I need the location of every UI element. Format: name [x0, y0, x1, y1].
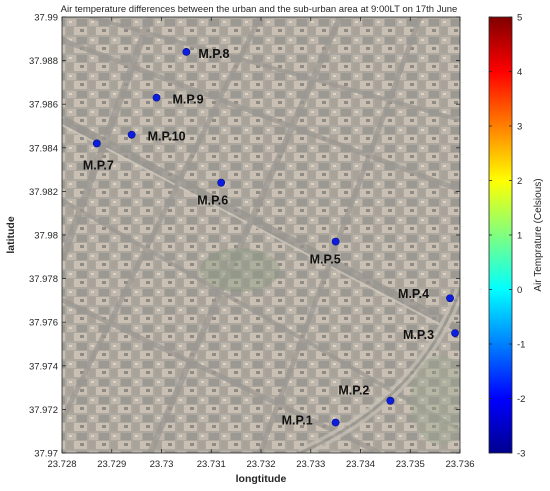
y-tick-label: 37.978 [29, 274, 58, 285]
x-tick-label: 23.73 [150, 459, 174, 470]
y-tick-label: 37.97 [34, 449, 58, 460]
point-label: M.P.8 [198, 47, 229, 61]
y-tick-label: 37.982 [29, 187, 58, 198]
data-point [152, 93, 161, 102]
y-tick-label: 37.974 [29, 361, 58, 372]
colorbar-ticks: 5 4 3 2 1 0 -1 -2 -3 [489, 13, 525, 460]
x-tick-label: 23.729 [97, 459, 126, 470]
colorbar-tick-label: 0 [517, 285, 522, 296]
colorbar-gradient [488, 16, 513, 454]
y-tick-label: 37.984 [29, 143, 58, 154]
data-point [446, 294, 454, 303]
plot-area [62, 17, 460, 453]
point-label: M.P.1 [282, 413, 313, 427]
colorbar-tick-label: -2 [517, 394, 525, 405]
x-tick-label: 23.733 [296, 459, 325, 470]
street-overlay [62, 17, 460, 453]
y-tick-label: 37.98 [34, 231, 58, 242]
colorbar: 5 4 3 2 1 0 -1 -2 -3 Air Temprature (Celsious) [488, 13, 544, 460]
data-point [127, 130, 136, 139]
data-point [386, 396, 395, 405]
colorbar-label: Air Temprature (Celsious) [533, 178, 544, 291]
x-tick-label: 23.732 [246, 459, 275, 470]
point-label: M.P.5 [310, 253, 341, 267]
x-tick-label: 23.731 [197, 459, 226, 470]
point-label: M.P.2 [338, 384, 369, 398]
x-axis-ticks: 23.728 23.729 23.73 23.731 23.732 23.733 23.73… [47, 17, 475, 470]
point-label: M.P.6 [197, 194, 228, 208]
data-point [451, 329, 459, 337]
y-tick-label: 37.988 [29, 56, 58, 67]
colorbar-tick-label: -1 [517, 340, 525, 351]
x-axis-label: longtitude [236, 473, 287, 485]
point-label: M.P.9 [173, 93, 204, 107]
y-axis-label: latitude [5, 216, 17, 253]
y-tick-label: 37.976 [29, 318, 58, 329]
point-label: M.P.10 [148, 130, 186, 144]
x-tick-label: 23.734 [346, 459, 375, 470]
x-tick-label: 23.728 [47, 459, 76, 470]
chart-title: Air temperature differences between the … [61, 4, 458, 15]
point-label: M.P.4 [398, 287, 429, 301]
y-tick-label: 37.986 [29, 100, 58, 111]
y-axis-ticks: 37.97 37.972 37.974 37.976 37.978 37.98 37.982… [29, 13, 460, 460]
x-tick-label: 23.735 [396, 459, 425, 470]
point-label: M.P.7 [83, 158, 114, 172]
x-tick-label: 23.736 [445, 459, 474, 470]
colorbar-tick-label: 3 [517, 122, 522, 133]
y-tick-label: 37.99 [34, 13, 58, 24]
colorbar-tick-label: 5 [517, 13, 522, 24]
colorbar-tick-label: 1 [517, 231, 522, 242]
data-point [331, 237, 340, 246]
y-tick-label: 37.972 [29, 405, 58, 416]
colorbar-tick-label: 4 [517, 67, 522, 78]
colorbar-tick-label: -3 [517, 449, 525, 460]
data-point [92, 139, 101, 148]
data-point [331, 418, 340, 427]
point-label: M.P.3 [403, 328, 434, 342]
colorbar-tick-label: 2 [517, 176, 522, 187]
data-point [217, 178, 226, 187]
data-point [182, 47, 191, 56]
points-layer: M.P.1 M.P.2 M.P.3 M.P.4 M.P.5 M.P.6 M.P.7 M.P.8… [83, 47, 459, 427]
